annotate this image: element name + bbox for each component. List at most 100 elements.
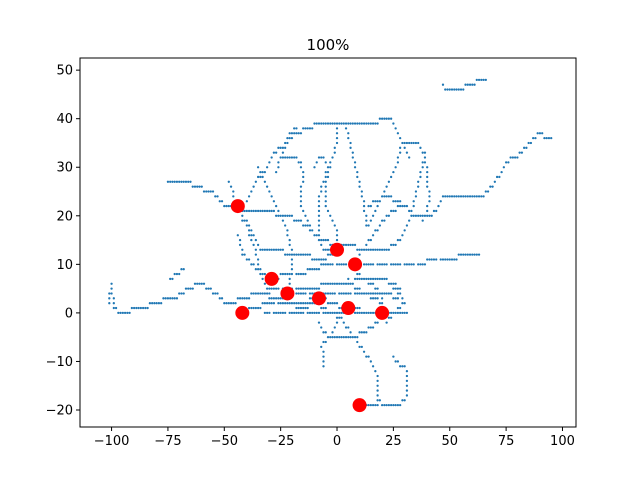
path-point bbox=[360, 195, 363, 198]
path-point bbox=[173, 272, 176, 276]
path-point bbox=[367, 248, 370, 251]
path-point bbox=[480, 195, 483, 198]
path-point bbox=[520, 151, 524, 154]
path-point bbox=[171, 277, 174, 281]
path-point bbox=[394, 127, 397, 130]
path-point bbox=[288, 277, 291, 281]
path-point bbox=[371, 282, 375, 285]
path-point bbox=[367, 311, 370, 315]
x-tick-label: −25 bbox=[267, 434, 294, 449]
path-point bbox=[387, 282, 391, 285]
path-point bbox=[290, 253, 294, 256]
path-point bbox=[362, 200, 366, 203]
path-point bbox=[166, 297, 170, 300]
path-point bbox=[245, 200, 248, 203]
path-point bbox=[241, 248, 244, 251]
path-point bbox=[317, 258, 321, 261]
path-point bbox=[290, 156, 294, 159]
path-point bbox=[358, 287, 361, 290]
path-point bbox=[392, 170, 395, 174]
path-point bbox=[313, 287, 316, 290]
path-point bbox=[412, 141, 415, 145]
path-point bbox=[227, 302, 230, 305]
path-point bbox=[329, 292, 332, 295]
path-point bbox=[322, 122, 325, 125]
path-point bbox=[311, 292, 314, 295]
path-point bbox=[412, 214, 415, 217]
path-point bbox=[290, 272, 294, 276]
path-point bbox=[426, 209, 429, 213]
path-point bbox=[358, 277, 361, 281]
path-point bbox=[281, 156, 285, 159]
path-point bbox=[184, 287, 188, 290]
path-point bbox=[299, 195, 303, 198]
path-point bbox=[247, 229, 251, 232]
path-point bbox=[353, 161, 357, 164]
path-point bbox=[297, 161, 300, 164]
path-point bbox=[130, 306, 134, 310]
path-point bbox=[268, 287, 271, 290]
path-point bbox=[272, 287, 276, 290]
path-point bbox=[426, 258, 429, 261]
path-point bbox=[308, 297, 312, 300]
path-point bbox=[313, 234, 316, 237]
path-point bbox=[468, 253, 472, 256]
path-point bbox=[403, 146, 406, 149]
path-point bbox=[274, 214, 278, 217]
path-point bbox=[385, 292, 388, 295]
path-point bbox=[123, 311, 127, 315]
path-point bbox=[250, 209, 253, 213]
path-point bbox=[322, 248, 325, 251]
path-point bbox=[446, 195, 449, 198]
path-point bbox=[322, 365, 325, 368]
path-point bbox=[439, 200, 442, 203]
path-point bbox=[536, 132, 539, 135]
path-point bbox=[376, 292, 379, 295]
path-point bbox=[448, 88, 451, 91]
node-point bbox=[348, 257, 363, 272]
path-point bbox=[430, 258, 433, 261]
path-point bbox=[265, 287, 269, 290]
path-point bbox=[329, 302, 332, 305]
path-point bbox=[455, 195, 458, 198]
path-point bbox=[385, 117, 388, 120]
path-point bbox=[376, 287, 379, 290]
path-point bbox=[389, 117, 393, 120]
path-point bbox=[403, 204, 406, 208]
path-point bbox=[317, 311, 321, 315]
path-point bbox=[421, 263, 424, 266]
path-point bbox=[428, 200, 431, 203]
path-point bbox=[288, 238, 291, 242]
path-point bbox=[288, 282, 291, 285]
path-point bbox=[331, 331, 334, 334]
path-point bbox=[169, 180, 172, 183]
x-tick-label: 25 bbox=[385, 434, 402, 449]
path-point bbox=[270, 297, 273, 300]
path-point bbox=[326, 302, 330, 305]
path-point bbox=[331, 122, 334, 125]
path-point bbox=[338, 306, 341, 310]
path-point bbox=[326, 166, 330, 169]
path-point bbox=[356, 272, 359, 276]
path-point bbox=[408, 209, 411, 213]
path-point bbox=[459, 88, 463, 91]
path-point bbox=[279, 214, 282, 217]
path-point bbox=[252, 234, 255, 237]
x-tick-label: 0 bbox=[333, 434, 341, 449]
path-point bbox=[259, 170, 262, 174]
path-point bbox=[263, 180, 267, 183]
path-point bbox=[394, 200, 397, 203]
path-point bbox=[475, 253, 478, 256]
path-point bbox=[284, 311, 287, 315]
path-point bbox=[261, 292, 264, 295]
path-point bbox=[378, 117, 382, 120]
path-point bbox=[534, 136, 537, 140]
path-point bbox=[302, 175, 305, 179]
path-point bbox=[358, 253, 361, 256]
path-point bbox=[329, 243, 332, 247]
path-point bbox=[317, 195, 321, 198]
path-point bbox=[241, 214, 244, 217]
path-point bbox=[252, 306, 255, 310]
path-point bbox=[344, 326, 348, 329]
path-point bbox=[351, 122, 354, 125]
